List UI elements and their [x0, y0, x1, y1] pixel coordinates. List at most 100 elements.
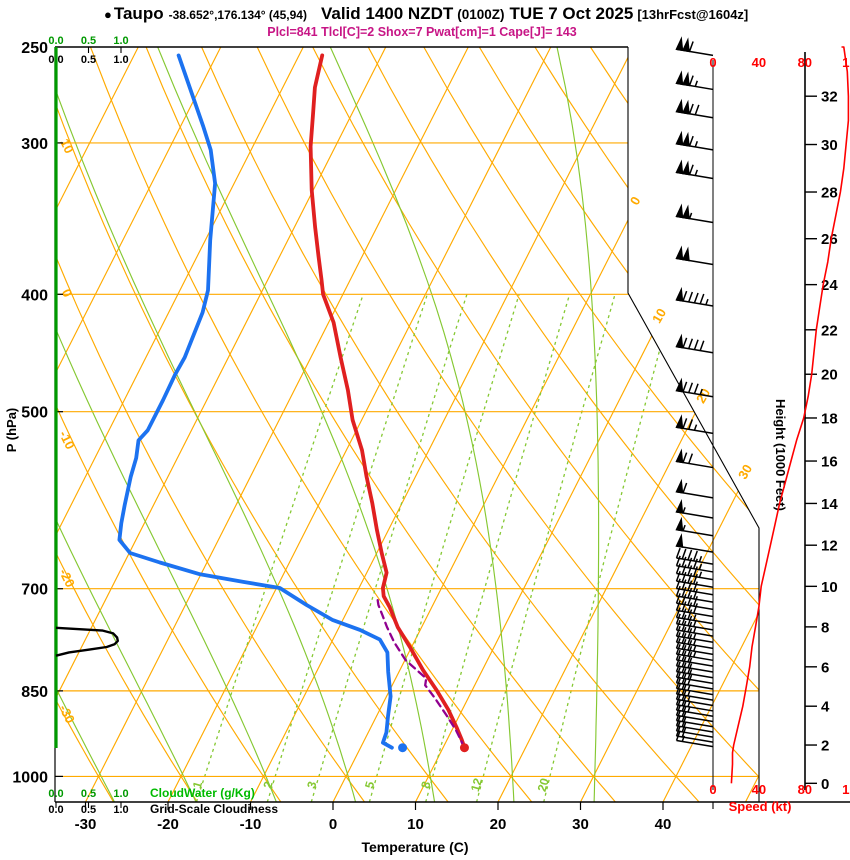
wind-barb-full	[687, 645, 693, 657]
wind-barb-full	[687, 651, 693, 663]
speed-tick-label-bottom: 80	[798, 782, 812, 797]
wind-barb-full	[681, 662, 687, 673]
wind-barb-full	[675, 730, 681, 741]
cloudwater-axis-label: CloudWater (g/Kg)	[150, 786, 255, 800]
station-coords: -38.652°,176.134° (45,94)	[168, 8, 307, 22]
mixing-ratio-line	[475, 294, 616, 802]
wind-barb-full	[693, 292, 699, 304]
wind-barb-half	[692, 620, 697, 627]
height-tick-label: 14	[821, 496, 838, 513]
wind-barb-half	[694, 80, 699, 87]
wind-barb-full	[687, 587, 693, 599]
mixing-ratio-line	[266, 294, 428, 802]
cloudwater-scale-top: 1.0	[113, 35, 128, 47]
wind-barb-half	[692, 633, 697, 640]
temperature-tick-label: 40	[655, 816, 672, 833]
height-tick-label: 10	[821, 579, 838, 596]
wind-barb-full	[682, 381, 688, 392]
wind-barb-full	[693, 383, 699, 394]
dry-adiabat-line	[534, 47, 759, 802]
wind-barb-half	[699, 388, 703, 395]
mixing-ratio-line	[368, 294, 520, 802]
dry-adiabat-label: -30	[56, 702, 78, 725]
wind-barb-pennant	[675, 130, 684, 146]
wind-barb-full	[687, 627, 693, 639]
plot-frame	[54, 46, 850, 810]
wind-barb-pennant	[675, 498, 684, 514]
speed-tick-label-top: 80	[798, 55, 812, 70]
moist-adiabat-line	[157, 47, 436, 802]
valid-utc: (0100Z)	[457, 7, 505, 22]
wind-barb-half	[694, 141, 699, 148]
wind-barb-half	[687, 684, 691, 691]
wind-barb-full	[681, 586, 687, 598]
cloudwater-scale-bottom: 1.0	[113, 788, 128, 800]
moist-adiabat-line	[556, 47, 600, 802]
wind-barb-full	[675, 626, 681, 637]
wind-barb-full	[675, 563, 681, 574]
dry-adiabat-line	[145, 47, 616, 802]
wind-barb-half	[682, 507, 686, 514]
isotherm-label: 30	[735, 462, 755, 482]
wind-barb-full	[687, 609, 693, 620]
temperature-tick-label: 0	[329, 816, 337, 833]
wind-barb-full	[675, 607, 681, 618]
height-tick-label: 28	[821, 185, 838, 202]
wind-barb-full	[687, 557, 693, 568]
wind-barb-pennant	[675, 478, 684, 494]
wind-barb-full	[675, 689, 681, 700]
height-tick-label: 24	[821, 277, 838, 294]
wind-barb-full	[681, 716, 687, 728]
moist-adiabat-line	[55, 47, 197, 802]
wind-barb-staff	[676, 659, 714, 667]
speed-axis-label: Speed (kt)	[729, 799, 792, 814]
mixing-ratio-label: 12	[468, 776, 485, 793]
wind-barb-pennant	[681, 131, 690, 147]
height-tick-label: 6	[821, 659, 829, 676]
wind-barb-pennant	[675, 533, 684, 548]
wind-barb-full	[688, 338, 694, 349]
height-tick-label: 2	[821, 738, 829, 755]
wind-barb-half	[692, 651, 697, 658]
wind-barb-pennant	[681, 160, 690, 176]
wind-barb-full	[682, 337, 688, 348]
wind-barb-full	[681, 571, 687, 583]
isotherm-line	[414, 47, 759, 802]
mixing-ratio-line	[543, 294, 676, 802]
wind-barb-full	[675, 613, 681, 625]
wind-barb-full	[682, 452, 688, 463]
wind-barb-full	[681, 556, 687, 568]
cloudwater-scale-top: 0.0	[48, 35, 63, 47]
wind-barb-full	[681, 564, 687, 575]
mixing-ratio-label: 1	[190, 779, 205, 790]
wind-barb-pennant	[675, 245, 684, 261]
mixing-ratio-label: 2	[260, 779, 275, 790]
height-tick-label: 30	[821, 137, 838, 154]
height-tick-label: 4	[821, 699, 830, 716]
wind-barb-full	[692, 566, 698, 577]
height-tick-label: 20	[821, 367, 838, 384]
pressure-tick-label: 1000	[12, 769, 48, 786]
wind-barb-full	[681, 548, 687, 560]
dry-adiabat-label: -20	[56, 566, 78, 589]
wind-barb-full	[681, 614, 687, 625]
right-border	[627, 47, 760, 802]
forecast-info: [13hrFcst@1604z]	[637, 7, 749, 22]
speed-tick-label-top: 40	[752, 55, 766, 70]
height-tick-label: 0	[821, 776, 829, 793]
cloud-scales: 0.00.00.00.00.50.50.50.51.01.01.01.0Clou…	[48, 35, 278, 816]
wind-barbs	[675, 36, 714, 748]
wind-barb-full	[681, 579, 687, 590]
speed-tick-label-top: 0	[709, 55, 716, 70]
wind-barb-full	[675, 725, 681, 737]
wind-barb-full	[675, 570, 681, 582]
wind-barb-full	[681, 639, 687, 650]
wind-barb-full	[681, 650, 687, 662]
speed-tick-label-bottom: 40	[752, 782, 766, 797]
wind-barb-full	[692, 588, 698, 600]
mixing-ratio-line	[425, 294, 571, 802]
dry-adiabat-line	[55, 47, 449, 802]
wind-barb-full	[694, 104, 700, 116]
